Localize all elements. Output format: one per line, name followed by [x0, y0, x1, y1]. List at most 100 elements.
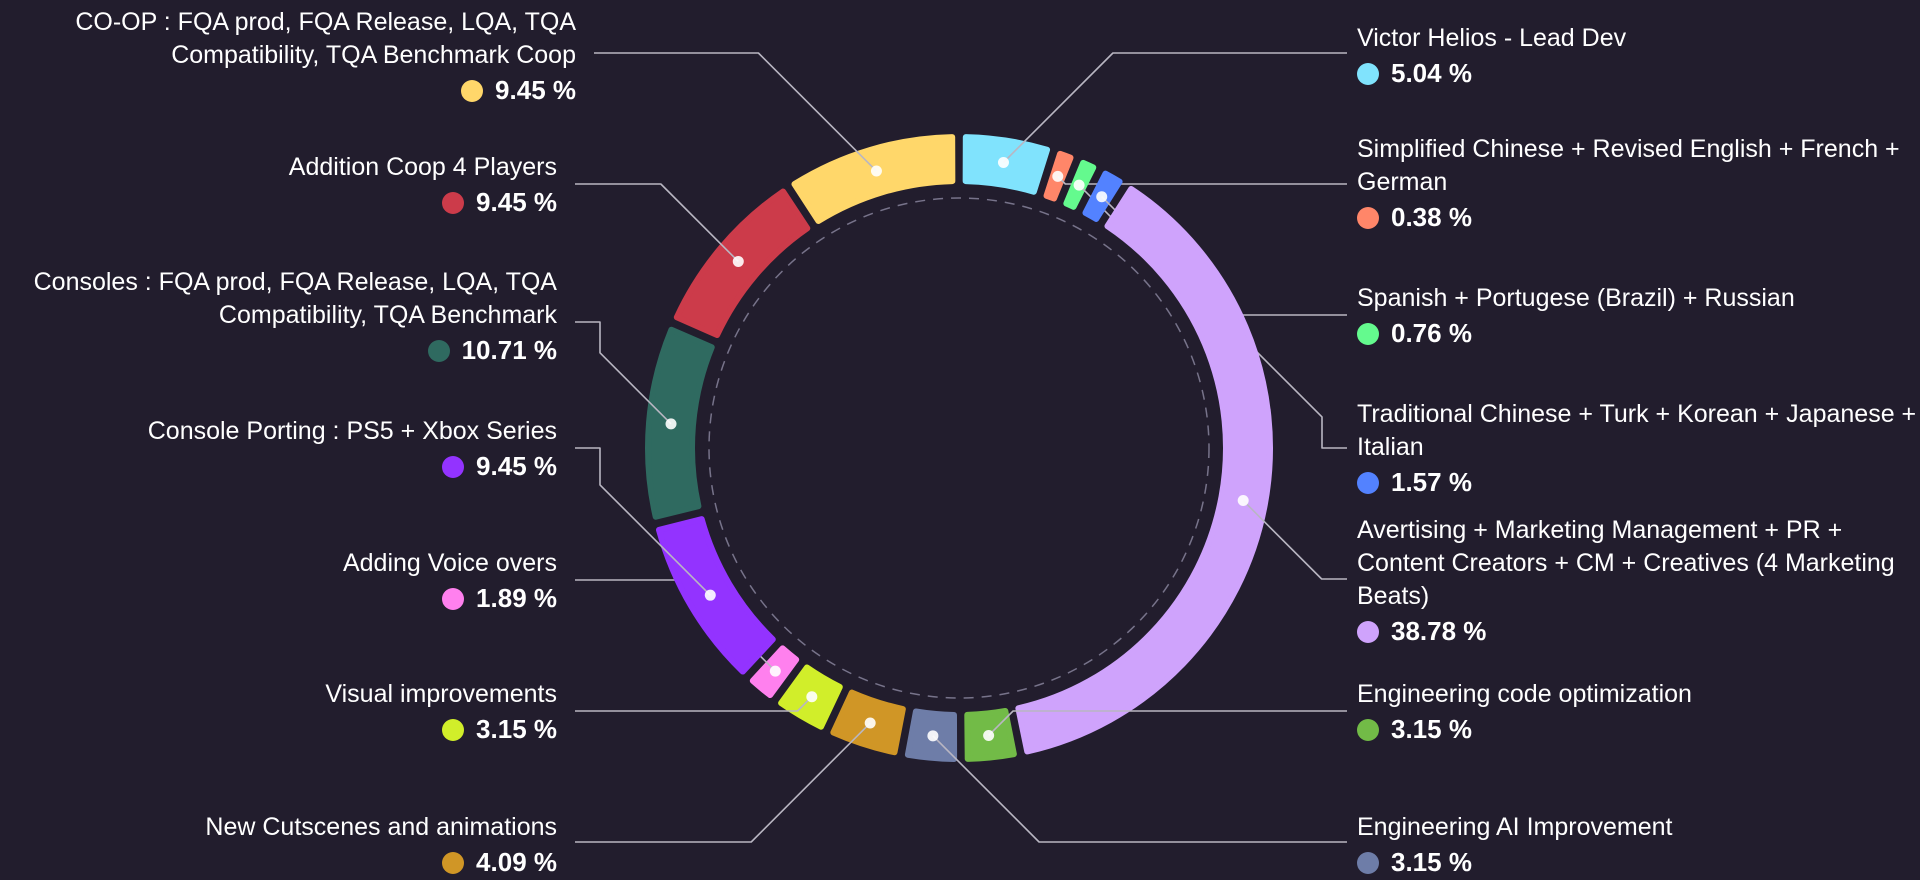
- slice-anchor-dot: [983, 729, 995, 741]
- legend-color-dot: [442, 192, 465, 214]
- slice-anchor-dot: [927, 730, 939, 742]
- leader-line: [594, 52, 878, 172]
- legend-color-dot: [1357, 472, 1379, 494]
- slice-anchor-dot: [997, 156, 1009, 168]
- slice-label: Simplified Chinese + Revised English + F…: [1357, 135, 1900, 196]
- slice-anchor-dot: [1052, 170, 1064, 182]
- legend-color-dot: [461, 80, 484, 102]
- legend-color-dot: [1357, 323, 1379, 345]
- slice-percentage: 4.09 %: [0, 844, 557, 880]
- leader-line: [575, 696, 813, 712]
- slice-label: Engineering code optimization: [1357, 680, 1692, 708]
- percentage-value: 3.15 %: [1391, 847, 1472, 877]
- slice-percentage: 9.45 %: [0, 448, 557, 484]
- legend-color-dot: [442, 852, 465, 874]
- legend-color-dot: [1357, 63, 1379, 85]
- slice-percentage: 1.57 %: [1357, 464, 1917, 500]
- legend-color-dot: [1357, 621, 1379, 643]
- slice-percentage: 9.45 %: [0, 72, 576, 108]
- slice-percentage: 3.15 %: [1357, 844, 1917, 880]
- slice-anchor-dot: [864, 717, 876, 729]
- leader-line: [1242, 499, 1347, 580]
- legend-color-dot: [442, 456, 465, 478]
- slice-label: Spanish + Portugese (Brazil) + Russian: [1357, 284, 1795, 312]
- legend-label: Consoles : FQA prod, FQA Release, LQA, T…: [0, 266, 557, 368]
- leader-line: [1002, 52, 1347, 164]
- legend-label: Console Porting : PS5 + Xbox Series 9.45 …: [0, 415, 557, 484]
- slice-percentage: 3.15 %: [1357, 711, 1917, 747]
- slice-label: Visual improvements: [325, 680, 557, 708]
- percentage-value: 4.09 %: [476, 847, 557, 877]
- slice-label: Addition Coop 4 Players: [288, 153, 557, 181]
- legend-color-dot: [1357, 719, 1379, 741]
- inner-dashed-circle: [708, 197, 1210, 699]
- leader-line: [575, 722, 871, 843]
- slice-anchor-dot: [704, 589, 716, 601]
- legend-label: Spanish + Portugese (Brazil) + Russian 0.…: [1357, 282, 1917, 351]
- slice[interactable]: [791, 134, 956, 224]
- legend-label: Avertising + Marketing Management + PR +…: [1357, 514, 1917, 649]
- slice[interactable]: [655, 516, 776, 675]
- slice-anchor-dot: [665, 418, 677, 430]
- percentage-value: 0.76 %: [1391, 318, 1472, 348]
- slice-label: Victor Helios - Lead Dev: [1357, 24, 1627, 52]
- percentage-value: 10.71 %: [461, 335, 557, 365]
- slice-percentage: 3.15 %: [0, 711, 557, 747]
- legend-color-dot: [1357, 852, 1379, 874]
- legend-label: Simplified Chinese + Revised English + F…: [1357, 133, 1917, 235]
- legend-color-dot: [427, 340, 450, 362]
- legend-label: New Cutscenes and animations 4.09 %: [0, 811, 557, 880]
- legend-label: Traditional Chinese + Turk + Korean + Ja…: [1357, 398, 1917, 500]
- slice-anchor-dot: [769, 665, 781, 677]
- leader-line: [575, 447, 711, 596]
- legend-label: Engineering code optimization 3.15 %: [1357, 678, 1917, 747]
- legend-color-dot: [442, 588, 465, 610]
- slice[interactable]: [645, 326, 715, 520]
- slice-label: Console Porting : PS5 + Xbox Series: [147, 417, 557, 445]
- legend-color-dot: [442, 719, 465, 741]
- leader-line: [988, 710, 1347, 737]
- leader-line: [575, 321, 672, 425]
- percentage-value: 1.89 %: [476, 583, 557, 613]
- slice-anchor-dot: [1237, 495, 1249, 507]
- slice-anchor-dot: [870, 165, 882, 177]
- slice-anchor-dot: [1096, 191, 1108, 203]
- slice-label: Consoles : FQA prod, FQA Release, LQA, T…: [33, 268, 557, 329]
- percentage-value: 3.15 %: [476, 714, 557, 744]
- slice-anchor-dot: [1073, 179, 1085, 191]
- slice-percentage: 5.04 %: [1357, 55, 1917, 91]
- legend-label: Victor Helios - Lead Dev 5.04 %: [1357, 22, 1917, 91]
- percentage-value: 9.45 %: [476, 451, 557, 481]
- percentage-value: 1.57 %: [1391, 467, 1472, 497]
- slice-label: Engineering AI Improvement: [1357, 813, 1673, 841]
- legend-color-dot: [1357, 207, 1379, 229]
- slice[interactable]: [1015, 185, 1273, 755]
- slice-percentage: 0.38 %: [1357, 199, 1917, 235]
- slice-label: Adding Voice overs: [342, 549, 557, 577]
- percentage-value: 9.45 %: [495, 75, 576, 105]
- percentage-value: 5.04 %: [1391, 58, 1472, 88]
- legend-label: Visual improvements 3.15 %: [0, 678, 557, 747]
- legend-label: Engineering AI Improvement 3.15 %: [1357, 811, 1917, 880]
- slice-anchor-dot: [732, 255, 744, 267]
- slice-percentage: 0.76 %: [1357, 315, 1917, 351]
- slice-percentage: 10.71 %: [0, 332, 557, 368]
- slice-anchor-dot: [806, 691, 818, 703]
- slice-label: Avertising + Marketing Management + PR +…: [1357, 516, 1895, 610]
- percentage-value: 3.15 %: [1391, 714, 1472, 744]
- slice-percentage: 1.89 %: [0, 580, 557, 616]
- percentage-value: 38.78 %: [1391, 616, 1487, 646]
- legend-label: Addition Coop 4 Players 9.45 %: [0, 151, 557, 220]
- legend-label: Adding Voice overs 1.89 %: [0, 547, 557, 616]
- slice-label: Traditional Chinese + Turk + Korean + Ja…: [1357, 400, 1917, 461]
- slice-percentage: 38.78 %: [1357, 613, 1917, 649]
- slice-percentage: 9.45 %: [0, 184, 557, 220]
- slice-label: CO-OP : FQA prod, FQA Release, LQA, TQA …: [75, 8, 576, 69]
- leader-line: [932, 735, 1347, 843]
- percentage-value: 9.45 %: [476, 187, 557, 217]
- percentage-value: 0.38 %: [1391, 202, 1472, 232]
- slice-label: New Cutscenes and animations: [205, 813, 557, 841]
- legend-label: CO-OP : FQA prod, FQA Release, LQA, TQA …: [0, 6, 576, 108]
